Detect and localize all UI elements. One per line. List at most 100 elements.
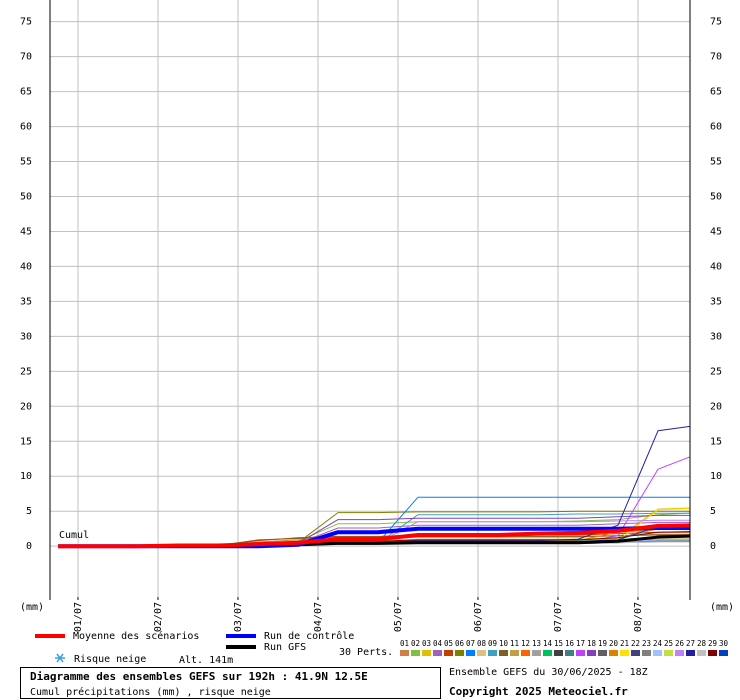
legend-label: 27 <box>686 639 695 648</box>
legend-swatch <box>433 650 442 656</box>
x-tick-label: 06/07 <box>473 602 484 632</box>
legend-label: 21 <box>620 639 629 648</box>
y-tick-label-right: 30 <box>710 331 722 342</box>
perts-label: 30 Perts. <box>339 647 393 658</box>
copyright: Copyright 2025 Meteociel.fr <box>449 685 628 698</box>
legend-swatch <box>642 650 651 656</box>
legend-swatch <box>400 650 409 656</box>
series-line <box>58 523 690 549</box>
legend-swatch <box>576 650 585 656</box>
y-tick-label-right: 70 <box>710 52 722 63</box>
snow-icon <box>55 653 65 663</box>
legend-label: 26 <box>675 639 685 648</box>
y-tick-label: 45 <box>20 226 32 237</box>
y-tick-label-right: 55 <box>710 157 722 168</box>
y-tick-label: 10 <box>20 471 32 482</box>
legend-swatch <box>697 650 706 656</box>
y-tick-label: 5 <box>26 506 32 517</box>
y-tick-label: 50 <box>20 192 32 203</box>
run-info: Ensemble GEFS du 30/06/2025 - 18Z <box>449 667 648 678</box>
legend-label: 07 <box>466 639 475 648</box>
legend-swatch <box>609 650 618 656</box>
legend-label: 05 <box>444 639 453 648</box>
legend-swatch <box>598 650 607 656</box>
legend-swatch <box>510 650 519 656</box>
legend-label: 01 <box>400 639 409 648</box>
legend-swatch <box>411 650 420 656</box>
legend-label: 28 <box>697 639 707 648</box>
y-tick-label: 70 <box>20 52 32 63</box>
legend-label: 19 <box>598 639 607 648</box>
y-tick-label-right: 10 <box>710 471 722 482</box>
legend-label: 22 <box>631 639 640 648</box>
y-tick-label-right: 35 <box>710 296 722 307</box>
x-tick-label: 04/07 <box>313 602 324 632</box>
grid <box>50 0 690 600</box>
legend-label: 25 <box>664 639 673 648</box>
legend-swatch <box>466 650 475 656</box>
legend-label: 15 <box>554 639 563 648</box>
y-tick-label-right: 65 <box>710 87 722 98</box>
legend-label: 09 <box>488 639 497 648</box>
y-tick-label-right: 25 <box>710 366 722 377</box>
y-tick-label: 0 <box>26 541 32 552</box>
altitude: Alt. 141m <box>179 655 233 666</box>
legend-label: 30 <box>719 639 729 648</box>
legend-swatch <box>620 650 629 656</box>
legend-swatch <box>499 650 508 656</box>
x-tick-label: 03/07 <box>233 602 244 632</box>
legend-label: 13 <box>532 639 541 648</box>
y-tick-label-right: 75 <box>710 17 722 28</box>
legend-swatch <box>554 650 563 656</box>
legend-label: 20 <box>609 639 619 648</box>
legend-label: 02 <box>411 639 420 648</box>
legend-label: 17 <box>576 639 585 648</box>
legend-swatch <box>587 650 596 656</box>
y-tick-label-right: 60 <box>710 122 722 133</box>
y-tick-label-right: 15 <box>710 436 722 447</box>
y-tick-label-right: 0 <box>710 541 716 552</box>
snow-label: Risque neige <box>74 654 146 665</box>
y-tick-label-right: 40 <box>710 261 722 272</box>
legend-swatch <box>631 650 640 656</box>
y-unit-left: (mm) <box>20 602 44 613</box>
legend-label: Run de contrôle <box>264 630 354 642</box>
y-tick-label-right: 45 <box>710 226 722 237</box>
legend-label: 18 <box>587 639 597 648</box>
y-tick-label-right: 50 <box>710 192 722 203</box>
legend-label: 10 <box>499 639 509 648</box>
legend-swatch <box>422 650 431 656</box>
legend-swatch <box>444 650 453 656</box>
legend-swatch <box>664 650 673 656</box>
legend-swatch <box>543 650 552 656</box>
title-box <box>20 667 441 699</box>
legend-swatch <box>653 650 662 656</box>
x-tick-label: 05/07 <box>393 602 404 632</box>
legend-label: 08 <box>477 639 487 648</box>
legend-label: 16 <box>565 639 575 648</box>
legend-swatch <box>455 650 464 656</box>
y-tick-label: 30 <box>20 331 32 342</box>
legend-label: 06 <box>455 639 465 648</box>
chart-title: Diagramme des ensembles GEFS sur 192h : … <box>30 670 368 683</box>
legend-swatch <box>521 650 530 656</box>
y-tick-label: 15 <box>20 436 32 447</box>
y-unit-right: (mm) <box>710 602 734 613</box>
chart-subtitle: Cumul précipitations (mm) , risque neige <box>30 686 271 698</box>
y-tick-label: 55 <box>20 157 32 168</box>
x-tick-label: 01/07 <box>73 602 84 632</box>
legend-swatch <box>708 650 717 656</box>
legend-swatch <box>686 650 695 656</box>
legend-label: 23 <box>642 639 651 648</box>
y-tick-label-right: 20 <box>710 401 722 412</box>
y-tick-label: 25 <box>20 366 32 377</box>
x-tick-label: 02/07 <box>153 602 164 632</box>
x-tick-label: 07/07 <box>553 602 564 632</box>
legend-label: 29 <box>708 639 717 648</box>
y-tick-label: 60 <box>20 122 32 133</box>
legend-label: 04 <box>433 639 443 648</box>
legend-label: 11 <box>510 639 519 648</box>
